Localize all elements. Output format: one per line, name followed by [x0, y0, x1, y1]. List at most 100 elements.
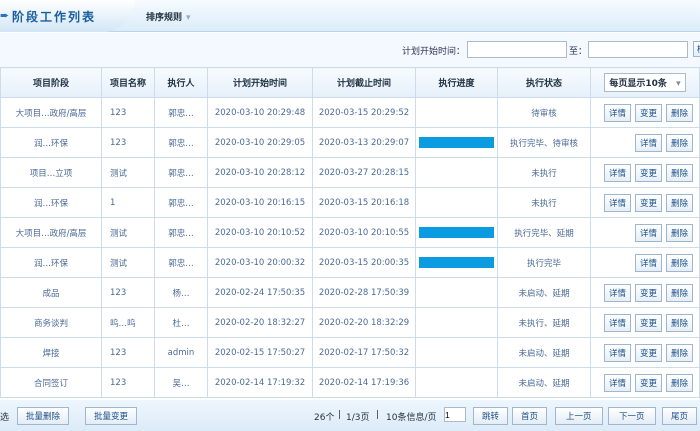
- start-time-input[interactable]: [467, 41, 567, 58]
- start-time-label: 计划开始时间：: [402, 47, 466, 57]
- change-button[interactable]: 变更: [634, 103, 662, 122]
- stage-cell: 润…环保: [0, 247, 102, 278]
- start-time-cell: 2020-02-24 17:50:35: [207, 277, 313, 308]
- detail-button[interactable]: 详情: [634, 223, 662, 242]
- detail-button[interactable]: 详情: [603, 163, 631, 182]
- delete-button[interactable]: 删除: [665, 103, 693, 122]
- jump-button[interactable]: 跳转: [473, 407, 509, 425]
- delete-button[interactable]: 删除: [665, 343, 693, 362]
- name-cell: 测试: [101, 157, 155, 188]
- delete-button[interactable]: 删除: [665, 313, 693, 332]
- sort-menu[interactable]: 排序规则 ▾: [146, 10, 191, 23]
- start-time-cell: 2020-03-10 20:16:15: [207, 187, 313, 218]
- name-cell: 测试: [101, 247, 155, 278]
- delete-button[interactable]: 删除: [665, 283, 693, 302]
- per-page-info: 10条信息/页: [386, 413, 437, 423]
- start-time-cell: 2020-03-10 20:29:48: [207, 97, 313, 128]
- actions-cell: 详情 变更 删除: [590, 277, 700, 308]
- next-page-button[interactable]: 下一页: [608, 407, 656, 425]
- page-count: 1/3页: [346, 413, 370, 423]
- table-row: 成品 123 杨… 2020-02-24 17:50:35 2020-02-28 17:…: [0, 277, 700, 308]
- last-page-button[interactable]: 尾页: [662, 407, 698, 425]
- name-cell: 123: [101, 337, 155, 368]
- status-cell: 待审核: [497, 97, 591, 128]
- status-cell: 未执行: [497, 157, 591, 188]
- progress-cell: [415, 337, 498, 368]
- first-page-button[interactable]: 首页: [512, 407, 548, 425]
- table-row: 合同签订 123 吴… 2020-02-14 17:19:32 2020-02-14 1…: [0, 367, 700, 398]
- end-time-cell: 2020-03-15 20:16:18: [312, 187, 416, 218]
- name-cell: 123: [101, 367, 155, 398]
- search-button[interactable]: 检: [693, 41, 700, 57]
- stage-cell: 商务谈判: [0, 307, 102, 338]
- name-cell: 123: [101, 127, 155, 158]
- table-row: 润…环保 123 郭忠… 2020-03-10 20:29:05 2020-03-13 …: [0, 127, 700, 158]
- owner-cell: 杜…: [154, 307, 208, 338]
- detail-button[interactable]: 详情: [603, 103, 631, 122]
- col-end: 计划截止时间: [312, 67, 416, 98]
- detail-button[interactable]: 详情: [603, 283, 631, 302]
- col-name: 项目名称: [101, 67, 155, 98]
- owner-cell: admin: [154, 337, 208, 368]
- change-button[interactable]: 变更: [634, 163, 662, 182]
- start-time-cell: 2020-02-20 18:32:27: [207, 307, 313, 338]
- delete-button[interactable]: 删除: [665, 193, 693, 212]
- delete-button[interactable]: 删除: [665, 133, 693, 152]
- name-cell: 1: [101, 187, 155, 218]
- detail-button[interactable]: 详情: [603, 373, 631, 392]
- end-time-cell: 2020-03-15 20:29:52: [312, 97, 416, 128]
- stage-cell: 焊接: [0, 337, 102, 368]
- name-cell: 123: [101, 277, 155, 308]
- progress-cell: [415, 97, 498, 128]
- detail-button[interactable]: 详情: [603, 193, 631, 212]
- col-progress: 执行进度: [415, 67, 498, 98]
- detail-button[interactable]: 详情: [634, 133, 662, 152]
- actions-cell: 详情 删除: [590, 247, 700, 278]
- change-button[interactable]: 变更: [634, 343, 662, 362]
- change-button[interactable]: 变更: [634, 193, 662, 212]
- batch-change-button[interactable]: 批量变更: [85, 407, 138, 425]
- prev-page-button[interactable]: 上一页: [555, 407, 603, 425]
- stage-cell: 合同签订: [0, 367, 102, 398]
- status-cell: 未启动、延期: [497, 367, 591, 398]
- owner-cell: 杨…: [154, 277, 208, 308]
- total-count: 26个: [314, 413, 335, 423]
- stage-cell: 大项目…政府/高层: [0, 217, 102, 248]
- change-button[interactable]: 变更: [634, 373, 662, 392]
- start-time-cell: 2020-03-10 20:28:12: [207, 157, 313, 188]
- progress-cell: [415, 367, 498, 398]
- delete-button[interactable]: 删除: [665, 253, 693, 272]
- col-status: 执行状态: [497, 67, 591, 98]
- to-label: 至：: [569, 47, 588, 57]
- delete-button[interactable]: 删除: [665, 223, 693, 242]
- name-cell: 123: [101, 97, 155, 128]
- stage-cell: 成品: [0, 277, 102, 308]
- change-button[interactable]: 变更: [634, 313, 662, 332]
- delete-button[interactable]: 删除: [665, 373, 693, 392]
- status-cell: 执行完毕: [497, 247, 591, 278]
- status-cell: 未启动、延期: [497, 337, 591, 368]
- delete-button[interactable]: 删除: [665, 163, 693, 182]
- change-button[interactable]: 变更: [634, 283, 662, 302]
- detail-button[interactable]: 详情: [603, 313, 631, 332]
- stage-cell: 润…环保: [0, 127, 102, 158]
- table-row: 润…环保 1 郭忠… 2020-03-10 20:16:15 2020-03-15 20…: [0, 187, 700, 218]
- end-time-input[interactable]: [588, 41, 688, 58]
- sort-menu-label: 排序规则: [146, 13, 183, 23]
- arrow-icon: ➨: [0, 9, 10, 22]
- end-time-cell: 2020-02-14 17:19:36: [312, 367, 416, 398]
- select-all-label[interactable]: 选: [0, 413, 10, 423]
- progress-cell: [415, 187, 498, 218]
- batch-delete-button[interactable]: 批量删除: [17, 407, 70, 425]
- detail-button[interactable]: 详情: [603, 343, 631, 362]
- chevron-down-icon: ▾: [676, 79, 681, 89]
- actions-cell: 详情 变更 删除: [590, 157, 700, 188]
- owner-cell: 郭忠…: [154, 217, 208, 248]
- detail-button[interactable]: 详情: [634, 253, 662, 272]
- page-number-input[interactable]: [444, 407, 466, 422]
- end-time-cell: 2020-03-13 20:29:07: [312, 127, 416, 158]
- progress-cell: [415, 277, 498, 308]
- actions-cell: 详情 变更 删除: [590, 307, 700, 338]
- end-time-cell: 2020-03-15 20:00:35: [312, 247, 416, 278]
- page-size-select[interactable]: 每页显示10条 ▾: [604, 73, 686, 92]
